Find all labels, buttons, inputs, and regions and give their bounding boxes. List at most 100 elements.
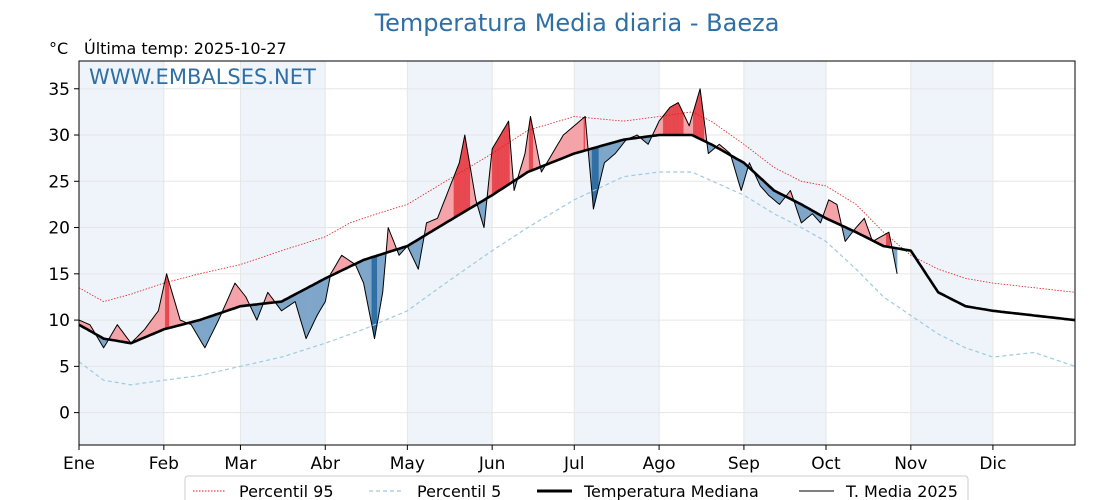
y-tick-label: 10 xyxy=(48,311,70,331)
fill-below-median xyxy=(372,256,375,339)
fill-above-median xyxy=(828,199,831,221)
fill-below-median xyxy=(374,255,377,339)
fill-above-median xyxy=(560,136,563,160)
fill-above-median xyxy=(341,254,344,271)
fill-below-median xyxy=(201,318,204,347)
fill-above-median xyxy=(169,283,171,329)
fill-above-median xyxy=(504,125,507,188)
fill-above-median xyxy=(498,134,501,192)
fill-below-median xyxy=(312,283,315,325)
legend-label-p5: Percentil 5 xyxy=(417,482,501,500)
fill-above-median xyxy=(154,313,156,334)
fill-above-median xyxy=(446,190,449,223)
month-band xyxy=(574,61,660,445)
fill-below-median xyxy=(199,319,201,342)
x-tick-label: Dic xyxy=(979,454,1006,474)
fill-below-median xyxy=(304,288,307,339)
fill-above-median xyxy=(582,117,585,152)
fill-above-median xyxy=(832,201,835,223)
month-band xyxy=(79,61,164,445)
fill-above-median xyxy=(170,287,173,328)
month-band xyxy=(240,61,326,445)
fill-below-median xyxy=(605,144,608,163)
fill-below-median xyxy=(307,286,310,336)
x-axis: Ene Feb Mar Abr May Jun Jul Ago Sep Oct Nov Dic xyxy=(63,445,1006,474)
fill-above-median xyxy=(502,127,505,189)
fill-above-median xyxy=(679,105,682,136)
fill-above-median xyxy=(665,110,668,136)
series-line-mean2025 xyxy=(78,88,898,349)
fill-below-median xyxy=(322,278,325,307)
fill-below-median xyxy=(613,141,616,156)
month-band xyxy=(743,61,826,445)
fill-below-median xyxy=(604,144,606,164)
fill-above-median xyxy=(676,102,679,136)
y-tick-label: 20 xyxy=(48,219,70,239)
y-axis: 0 5 10 15 20 25 30 35 xyxy=(48,80,79,424)
fill-above-median xyxy=(500,131,502,191)
fill-above-median xyxy=(575,123,578,154)
fill-above-median xyxy=(574,124,576,154)
fill-above-median xyxy=(831,200,834,222)
chart-title: Temperatura Media diaria - Baeza xyxy=(374,9,780,37)
fill-above-median xyxy=(672,104,675,136)
fill-below-median xyxy=(370,257,372,325)
fill-above-median xyxy=(240,289,243,307)
fill-above-median xyxy=(234,282,237,309)
month-band xyxy=(910,61,993,445)
fill-below-median xyxy=(315,282,318,319)
fill-above-median xyxy=(450,180,453,221)
fill-above-median xyxy=(155,312,158,334)
fill-above-median xyxy=(668,106,671,136)
fill-above-median xyxy=(559,138,561,160)
x-tick-label: Jun xyxy=(478,454,506,474)
fill-below-median xyxy=(301,289,304,330)
y-tick-label: 35 xyxy=(48,80,70,100)
fill-above-median xyxy=(491,145,494,196)
fill-below-median xyxy=(368,257,371,318)
fill-above-median xyxy=(580,118,583,152)
fill-above-median xyxy=(576,121,579,154)
fill-below-median xyxy=(308,286,311,333)
fill-above-median xyxy=(660,117,663,136)
fill-above-median xyxy=(461,141,464,214)
fill-above-median xyxy=(697,93,699,139)
series-lines xyxy=(78,88,1076,386)
fill-below-median xyxy=(593,147,595,210)
fill-below-median xyxy=(416,239,419,270)
fill-above-median xyxy=(829,200,832,222)
fill-above-median xyxy=(887,231,890,248)
fill-above-median xyxy=(563,133,565,159)
fill-above-median xyxy=(673,103,676,136)
fill-above-median xyxy=(572,125,575,155)
fill-above-median xyxy=(883,234,886,247)
fill-below-median xyxy=(801,204,803,224)
fill-above-median xyxy=(571,126,574,155)
fill-above-median xyxy=(456,166,459,217)
fill-above-median xyxy=(453,173,456,219)
legend-item-median: Temperatura Mediana xyxy=(537,482,759,500)
legend-item-mean2025: T. Media 2025 xyxy=(799,482,958,500)
fill-above-median xyxy=(564,132,567,158)
fill-above-median xyxy=(457,162,460,216)
fill-above-median xyxy=(667,108,669,136)
x-tick-label: Sep xyxy=(728,454,760,474)
legend: Percentil 95 Percentil 5 Temperatura Med… xyxy=(184,475,969,500)
fill-above-median xyxy=(448,186,450,222)
fill-above-median xyxy=(449,183,452,221)
unit-label: °C xyxy=(49,39,68,58)
fill-above-median xyxy=(494,141,497,194)
fill-above-median xyxy=(237,285,240,308)
fill-above-median xyxy=(238,287,241,307)
fill-below-median xyxy=(612,142,615,157)
fill-above-median xyxy=(568,128,571,157)
fill-below-median xyxy=(319,280,322,312)
fill-below-median xyxy=(207,316,210,343)
x-tick-label: May xyxy=(390,454,425,474)
fill-above-median xyxy=(496,138,498,193)
fill-below-median xyxy=(608,143,611,160)
y-tick-label: 25 xyxy=(48,172,70,192)
y-tick-label: 0 xyxy=(59,404,70,424)
fill-above-median xyxy=(236,284,238,308)
